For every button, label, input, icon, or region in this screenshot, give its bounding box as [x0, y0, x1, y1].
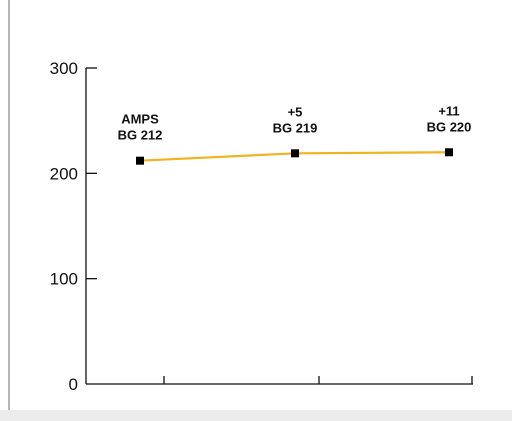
axes: [85, 68, 473, 385]
x-ticks: [163, 376, 473, 384]
data-label: BG 220: [427, 119, 472, 134]
y-tick-label: 0: [69, 375, 78, 394]
data-label: BG 212: [118, 128, 163, 143]
data-point: [445, 148, 453, 157]
data-label: AMPS: [121, 112, 159, 127]
y-tick-label: 300: [50, 59, 78, 78]
data-label: +11: [438, 103, 459, 118]
left-border-line: [8, 0, 10, 410]
data-point: [291, 149, 299, 158]
y-tick-label: 200: [50, 164, 78, 183]
y-tick-label: 100: [50, 270, 78, 289]
data-point: [136, 156, 144, 165]
bottom-band: [0, 410, 512, 421]
data-label: BG 219: [273, 120, 318, 135]
y-ticks: 0 100 200 300: [50, 59, 97, 394]
data-label: +5: [288, 104, 303, 119]
series-group: [136, 148, 453, 165]
